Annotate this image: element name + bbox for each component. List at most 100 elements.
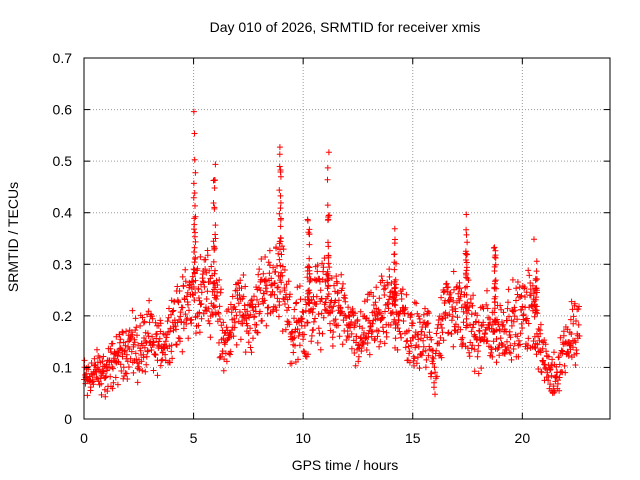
data-point [346,334,352,340]
data-point [464,232,470,238]
data-point [401,318,407,324]
data-point [449,307,455,313]
data-point [326,149,332,155]
data-point [373,284,379,290]
data-point [197,254,203,260]
data-point [192,203,198,209]
data-point [576,322,582,328]
data-point [314,268,320,274]
data-point [438,295,444,301]
data-point [297,342,303,348]
data-point [277,151,283,157]
y-tick-label: 0.1 [53,359,73,375]
data-point [478,365,484,371]
data-point [250,335,256,341]
data-point [130,370,136,376]
data-point [192,170,198,176]
data-point [574,351,580,357]
data-point [145,348,151,354]
data-point [330,343,336,349]
data-point [562,370,568,376]
data-point [107,374,113,380]
data-point [153,352,159,358]
data-point [507,329,513,335]
data-point [356,354,362,360]
data-point [433,331,439,337]
data-point [146,298,152,304]
data-point [88,384,94,390]
data-point [519,304,525,310]
data-point [337,333,343,339]
data-point [265,311,271,317]
data-point [306,226,312,232]
data-point [493,277,499,283]
data-point [508,350,514,356]
data-point [379,273,385,279]
data-point [282,301,288,307]
data-point [212,161,218,167]
data-point [340,281,346,287]
data-point [224,324,230,330]
data-point [475,343,481,349]
data-point [413,300,419,306]
data-point [399,296,405,302]
y-tick-label: 0.7 [53,50,73,66]
data-point [535,366,541,372]
data-point [100,354,106,360]
data-point [248,298,254,304]
data-point [280,328,286,334]
data-point [255,272,261,278]
data-point [343,337,349,343]
data-point [84,392,90,398]
chart-title: Day 010 of 2026, SRMTID for receiver xmi… [210,19,481,35]
data-point [325,165,331,171]
data-point [325,202,331,208]
data-point [234,342,240,348]
data-point [325,243,331,249]
x-tick-label: 0 [80,430,88,446]
data-point [277,144,283,150]
data-point [273,245,279,251]
data-point [276,314,282,320]
data-point [300,336,306,342]
data-point [450,344,456,350]
data-point [391,267,397,273]
data-point [534,276,540,282]
data-point [308,276,314,282]
x-tick-label: 5 [190,430,198,446]
data-point [179,349,185,355]
data-point [240,272,246,278]
data-point [91,356,97,362]
data-point [211,204,217,210]
data-point [526,272,532,278]
data-point [318,347,324,353]
data-point [227,352,233,358]
data-point [509,357,515,363]
data-point [312,316,318,322]
data-point [429,370,435,376]
x-axis-label: GPS time / hours [292,457,399,473]
data-point [525,335,531,341]
data-point [367,352,373,358]
data-point [571,338,577,344]
data-point [399,291,405,297]
data-point [256,266,262,272]
data-point [260,271,266,277]
y-tick-label: 0.5 [53,153,73,169]
data-point [392,237,398,243]
data-point [549,356,555,362]
data-point [185,335,191,341]
data-point [248,345,254,351]
data-point [315,340,321,346]
data-point [278,235,284,241]
data-point [325,177,331,183]
data-point [384,334,390,340]
data-point [488,350,494,356]
data-point [326,213,332,219]
data-point [491,245,497,251]
data-point [539,369,545,375]
data-point [432,391,438,397]
data-point [464,239,470,245]
plot-frame [84,58,610,419]
data-point [534,268,540,274]
